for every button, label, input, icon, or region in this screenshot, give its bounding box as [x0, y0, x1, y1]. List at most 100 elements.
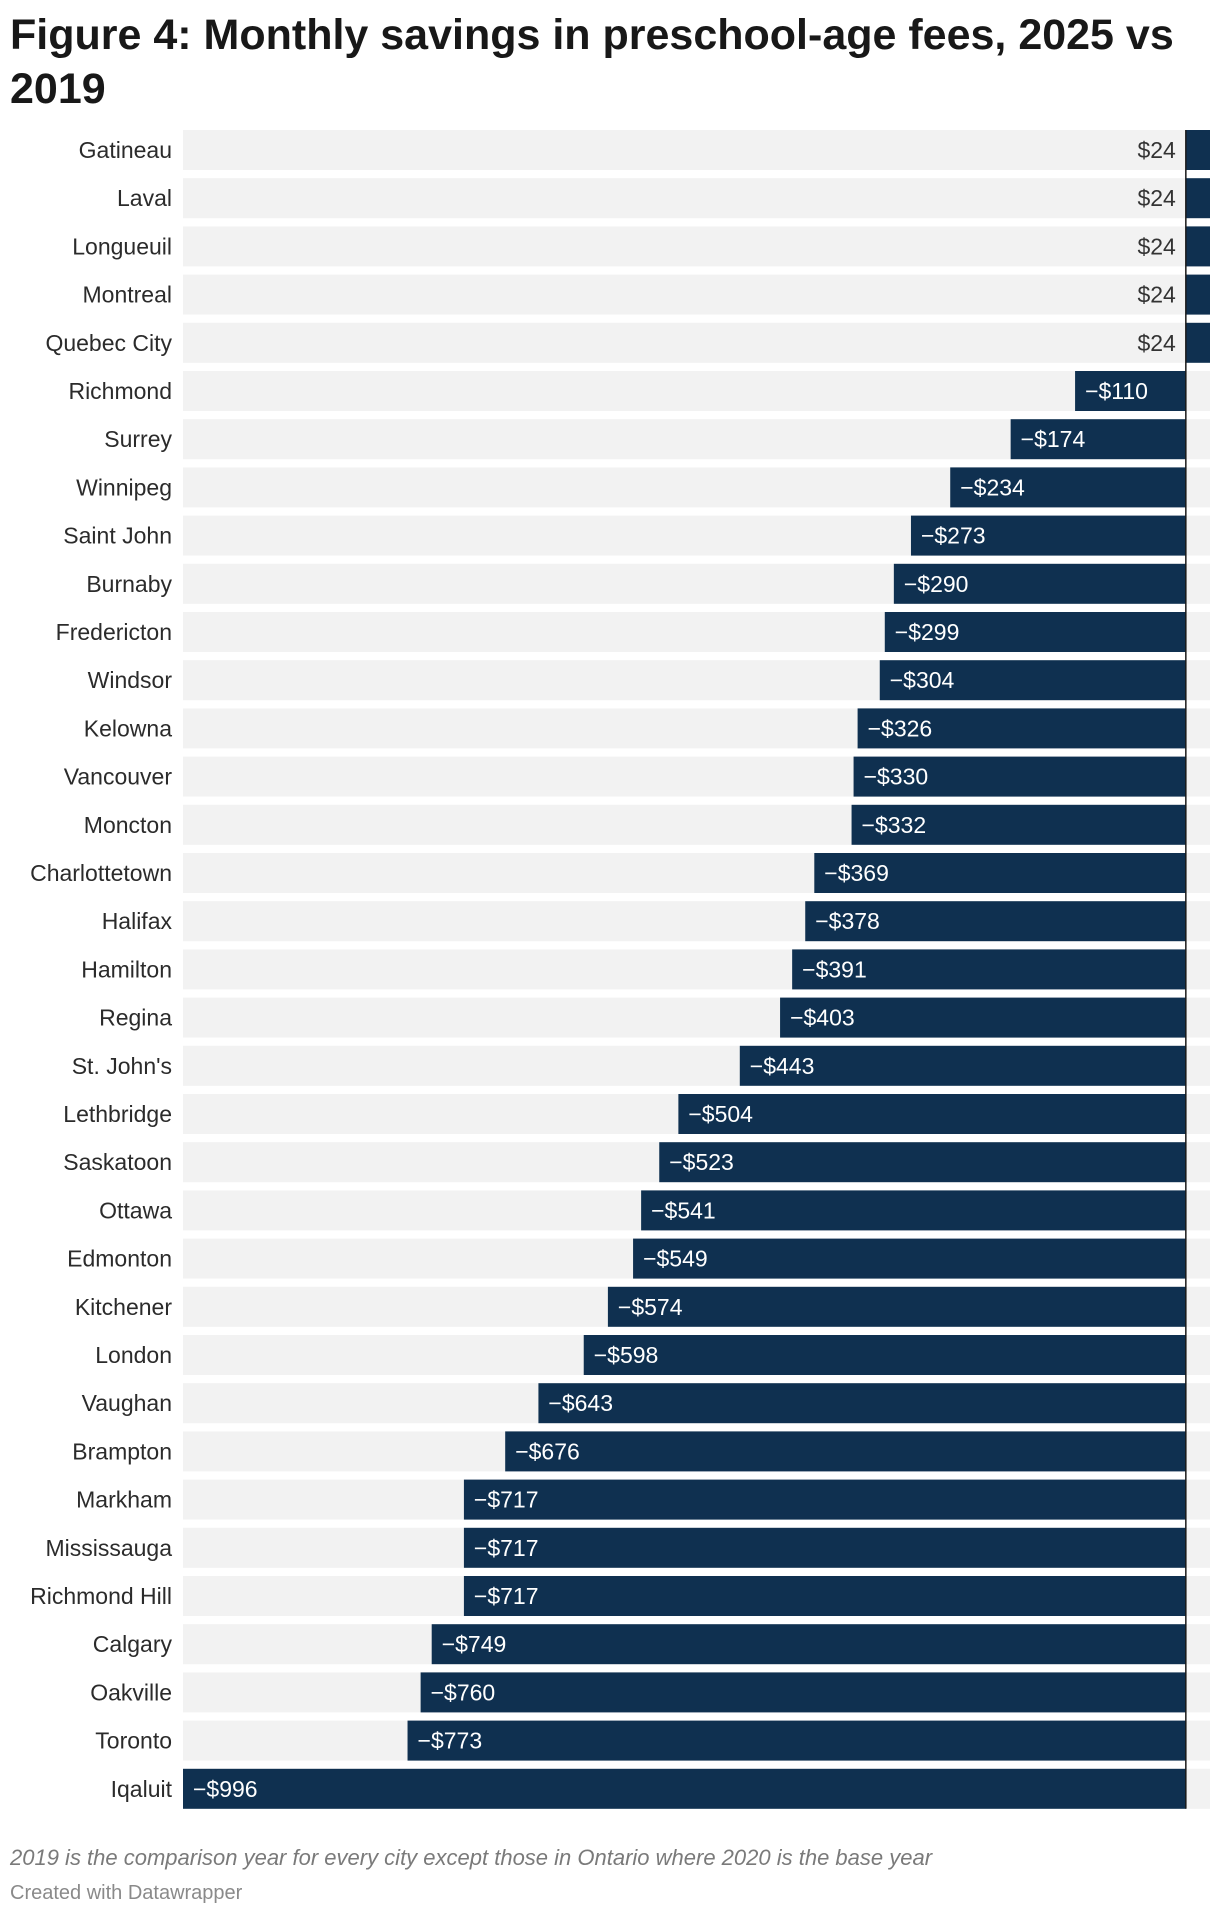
category-label: Moncton: [84, 812, 172, 838]
value-label: −$760: [431, 1679, 496, 1705]
value-label: −$523: [669, 1149, 734, 1175]
category-label: Montreal: [83, 282, 172, 308]
bar: [814, 853, 1186, 893]
bar: [463, 1479, 1186, 1520]
bar: [659, 1142, 1186, 1183]
value-label: −$369: [824, 860, 889, 886]
value-label: −$174: [1021, 426, 1086, 452]
bar: [739, 1045, 1186, 1086]
bar: [805, 901, 1186, 942]
bar: [641, 1190, 1186, 1231]
value-label: −$391: [802, 956, 867, 982]
bar-track: [183, 274, 1210, 315]
value-label: −$773: [418, 1728, 483, 1754]
category-label: Gatineau: [79, 137, 172, 163]
bar-track: [183, 178, 1210, 219]
category-label: Winnipeg: [76, 474, 172, 500]
category-label: Laval: [117, 185, 172, 211]
value-label: −$504: [688, 1101, 753, 1127]
bar: [633, 1238, 1186, 1279]
category-label: Ottawa: [99, 1197, 172, 1223]
bar: [183, 1768, 1186, 1809]
category-label: Halifax: [102, 908, 173, 934]
category-label: Lethbridge: [63, 1101, 172, 1127]
bar: [853, 756, 1186, 797]
value-label: −$110: [1085, 378, 1148, 404]
value-label: −$749: [442, 1631, 507, 1657]
bar: [879, 660, 1186, 701]
bar: [1185, 274, 1210, 315]
value-label: −$326: [868, 715, 933, 741]
value-label: −$574: [618, 1294, 683, 1320]
bar: [1010, 419, 1186, 460]
bar-track: [183, 130, 1210, 170]
bar: [1075, 371, 1186, 411]
value-label: −$299: [895, 619, 960, 645]
bar: [431, 1624, 1186, 1665]
value-label: −$443: [750, 1053, 815, 1079]
bar-track: [183, 322, 1210, 363]
bar: [792, 949, 1186, 990]
bar: [893, 563, 1186, 604]
bar: [678, 1094, 1186, 1134]
category-label: Quebec City: [45, 330, 172, 356]
category-label: Charlottetown: [30, 860, 172, 886]
category-label: Hamilton: [81, 956, 172, 982]
value-label: −$996: [193, 1776, 258, 1802]
bar: [780, 997, 1186, 1038]
category-label: Brampton: [72, 1438, 172, 1464]
bar: [583, 1335, 1186, 1375]
value-label: −$717: [474, 1487, 539, 1513]
value-label: $24: [1137, 137, 1176, 163]
value-label: −$403: [790, 1005, 855, 1031]
value-label: $24: [1137, 282, 1176, 308]
category-label: Regina: [99, 1005, 172, 1031]
value-label: $24: [1137, 330, 1176, 356]
bar: [463, 1576, 1186, 1616]
bar: [851, 804, 1186, 845]
value-label: −$598: [594, 1342, 659, 1368]
category-label: Vancouver: [64, 764, 173, 790]
value-label: −$541: [651, 1197, 716, 1223]
category-label: Richmond: [68, 378, 172, 404]
category-label: Mississauga: [45, 1535, 172, 1561]
category-label: Saskatoon: [63, 1149, 172, 1175]
category-label: Longueuil: [72, 233, 172, 259]
category-label: Calgary: [93, 1631, 173, 1657]
value-label: −$290: [904, 571, 969, 597]
bar: [463, 1527, 1186, 1568]
value-label: $24: [1137, 233, 1176, 259]
value-label: $24: [1137, 185, 1176, 211]
value-label: −$330: [864, 764, 929, 790]
bar: [1185, 322, 1210, 363]
category-label: Edmonton: [67, 1246, 172, 1272]
value-label: −$676: [515, 1438, 580, 1464]
value-label: −$643: [548, 1390, 613, 1416]
value-label: −$717: [474, 1583, 539, 1609]
category-label: Kitchener: [75, 1294, 173, 1320]
bar-track: [183, 371, 1210, 411]
category-label: Windsor: [88, 667, 173, 693]
category-label: Surrey: [104, 426, 172, 452]
bar: [420, 1672, 1186, 1713]
chart-notes: 2019 is the comparison year for every ci…: [10, 1845, 933, 1870]
value-label: −$378: [815, 908, 880, 934]
category-label: Fredericton: [56, 619, 172, 645]
bar: [407, 1720, 1186, 1761]
chart-credit: Created with Datawrapper: [10, 1882, 243, 1904]
chart-title: Figure 4: Monthly savings in preschool-a…: [10, 11, 1174, 113]
category-label: Oakville: [90, 1679, 172, 1705]
bar: [857, 708, 1186, 749]
category-label: Richmond Hill: [30, 1583, 172, 1609]
category-label: London: [95, 1342, 172, 1368]
category-label: Vaughan: [82, 1390, 172, 1416]
bar: [607, 1286, 1186, 1327]
bar: [950, 467, 1186, 508]
value-label: −$234: [960, 474, 1025, 500]
value-label: −$717: [474, 1535, 539, 1561]
value-label: −$273: [921, 523, 986, 549]
value-label: −$332: [862, 812, 927, 838]
category-label: Iqaluit: [111, 1776, 173, 1802]
bar: [1185, 226, 1210, 267]
